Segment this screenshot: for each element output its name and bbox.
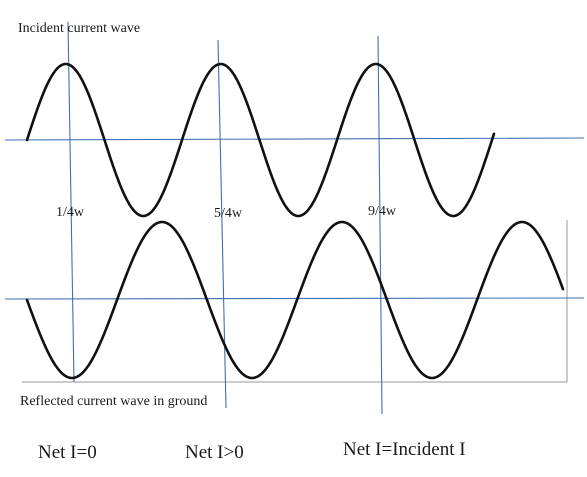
marker-label-nine-quarter-wave: 9/4w [368,204,397,219]
net-current-label-1: Net I=0 [38,442,97,463]
marker-label-five-quarter-wave: 5/4w [214,206,243,221]
incident-wave-curve [25,62,496,218]
marker-line-nine-quarter-wave [377,35,383,415]
net-current-label-3: Net I=Incident I [343,439,466,460]
marker-label-quarter-wave: 1/4w [56,205,85,220]
reflected-wave-title: Reflected current wave in ground [20,394,207,409]
incident-wave-title: Incident current wave [18,21,140,36]
reflected-wave-frame [22,220,568,383]
incident-axis-line [4,137,585,141]
marker-line-five-quarter-wave [217,39,227,409]
reflected-axis-line [4,297,585,300]
net-current-label-2: Net I>0 [185,442,244,463]
reflected-wave-curve [25,220,565,380]
marker-line-quarter-wave [67,21,75,383]
